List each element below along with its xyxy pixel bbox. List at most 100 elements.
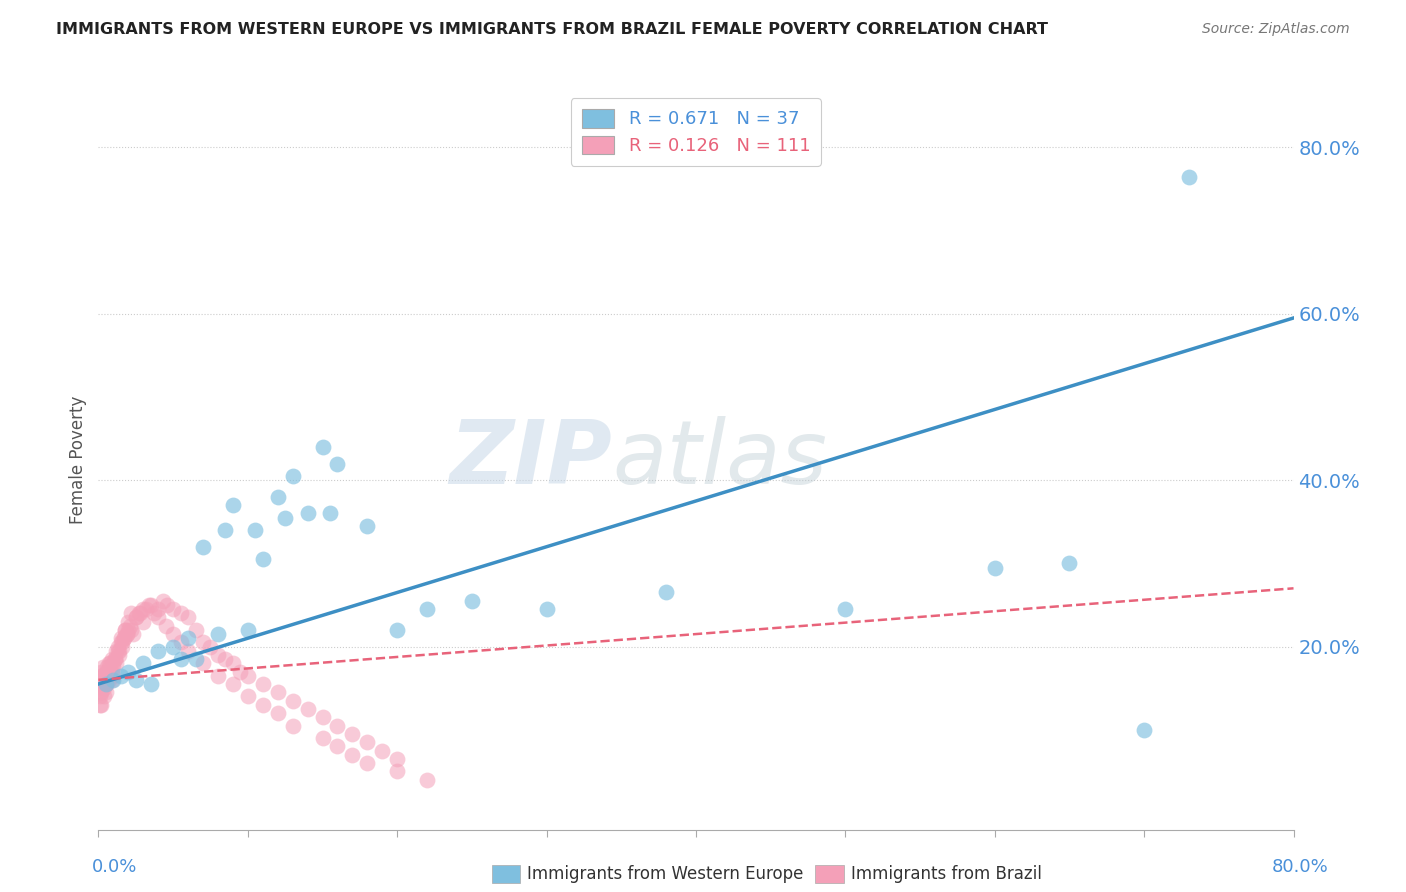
Point bbox=[184, 623, 207, 637]
Point bbox=[1059, 557, 1081, 571]
Point bbox=[177, 610, 200, 624]
Point bbox=[148, 610, 170, 624]
Point bbox=[142, 607, 165, 621]
Point bbox=[97, 673, 120, 687]
Point bbox=[139, 677, 162, 691]
Point bbox=[385, 752, 409, 766]
Point bbox=[103, 673, 125, 687]
Point bbox=[105, 643, 128, 657]
Point bbox=[162, 627, 184, 641]
Point bbox=[125, 673, 148, 687]
Point bbox=[94, 685, 117, 699]
Point bbox=[536, 602, 558, 616]
Point bbox=[104, 652, 127, 666]
Point bbox=[96, 660, 118, 674]
Point bbox=[128, 607, 150, 621]
Point bbox=[191, 540, 214, 554]
Point bbox=[326, 739, 349, 754]
Point bbox=[129, 607, 152, 621]
Point bbox=[112, 632, 135, 646]
Point bbox=[132, 602, 155, 616]
Point bbox=[297, 507, 319, 521]
Point bbox=[114, 623, 136, 637]
Point bbox=[152, 594, 174, 608]
Point bbox=[93, 677, 115, 691]
Text: ZIP: ZIP bbox=[450, 416, 613, 503]
Point bbox=[103, 668, 125, 682]
Point bbox=[1178, 169, 1201, 184]
Point bbox=[114, 623, 136, 637]
Point bbox=[96, 668, 118, 682]
Point bbox=[177, 632, 200, 646]
Point bbox=[162, 602, 184, 616]
Point bbox=[207, 668, 229, 682]
Point bbox=[222, 498, 245, 512]
Point bbox=[207, 627, 229, 641]
Point bbox=[98, 660, 122, 674]
Point bbox=[311, 440, 333, 454]
Point bbox=[281, 469, 304, 483]
Point bbox=[121, 627, 143, 641]
Point bbox=[91, 668, 114, 682]
Point bbox=[111, 640, 134, 654]
Point bbox=[169, 652, 191, 666]
Point bbox=[105, 656, 128, 670]
Point bbox=[326, 718, 349, 732]
Point bbox=[169, 607, 191, 621]
Point bbox=[108, 643, 131, 657]
Point bbox=[245, 523, 267, 537]
Point bbox=[91, 677, 114, 691]
Point bbox=[101, 665, 124, 679]
Point bbox=[385, 623, 409, 637]
Text: 80.0%: 80.0% bbox=[1272, 858, 1329, 876]
Point bbox=[200, 640, 222, 654]
Point bbox=[169, 635, 191, 649]
Point bbox=[135, 602, 157, 616]
Point bbox=[371, 743, 394, 757]
Point bbox=[90, 698, 112, 712]
Point bbox=[107, 640, 129, 654]
Point bbox=[281, 718, 304, 732]
Point bbox=[93, 681, 115, 695]
Point bbox=[111, 635, 134, 649]
Point bbox=[148, 602, 170, 616]
Point bbox=[120, 623, 142, 637]
Text: Immigrants from Western Europe: Immigrants from Western Europe bbox=[527, 865, 804, 883]
Y-axis label: Female Poverty: Female Poverty bbox=[69, 395, 87, 524]
Point bbox=[267, 490, 290, 504]
Point bbox=[655, 585, 678, 599]
Point bbox=[115, 627, 138, 641]
Point bbox=[214, 652, 236, 666]
Point bbox=[89, 677, 111, 691]
Point bbox=[94, 677, 117, 691]
Point bbox=[110, 635, 132, 649]
Point bbox=[94, 665, 117, 679]
Point bbox=[177, 643, 200, 657]
Point bbox=[101, 673, 124, 687]
Point bbox=[984, 560, 1007, 574]
Point bbox=[117, 615, 139, 629]
Point bbox=[281, 693, 304, 707]
Point bbox=[89, 690, 111, 704]
Point bbox=[91, 660, 114, 674]
Point bbox=[107, 643, 129, 657]
Point bbox=[132, 615, 155, 629]
Point bbox=[385, 764, 409, 779]
Point bbox=[94, 677, 117, 691]
Point bbox=[461, 594, 484, 608]
Point bbox=[117, 665, 139, 679]
Point bbox=[162, 640, 184, 654]
Point bbox=[252, 677, 274, 691]
Point bbox=[356, 519, 378, 533]
Point bbox=[115, 627, 138, 641]
Point bbox=[120, 607, 142, 621]
Point bbox=[342, 747, 364, 762]
Point bbox=[132, 656, 155, 670]
Point bbox=[117, 623, 139, 637]
Text: IMMIGRANTS FROM WESTERN EUROPE VS IMMIGRANTS FROM BRAZIL FEMALE POVERTY CORRELAT: IMMIGRANTS FROM WESTERN EUROPE VS IMMIGR… bbox=[56, 22, 1049, 37]
Text: atlas: atlas bbox=[613, 417, 827, 502]
Point bbox=[252, 552, 274, 566]
Point bbox=[416, 772, 439, 787]
Point bbox=[112, 632, 135, 646]
Point bbox=[125, 610, 148, 624]
